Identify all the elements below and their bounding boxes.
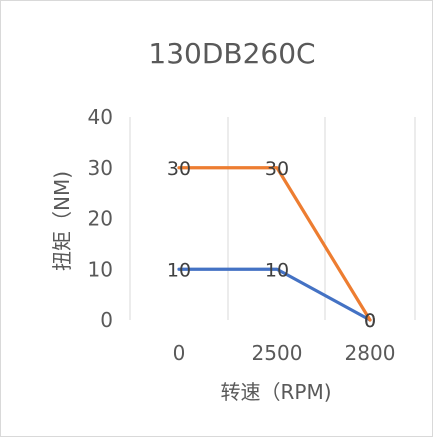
y-tick-label-0: 0 (100, 308, 113, 332)
data-label-s1-2: 0 (364, 310, 376, 332)
data-label-s0-0: 10 (167, 259, 191, 281)
y-tick-label-1: 10 (88, 257, 113, 281)
y-tick-label-2: 20 (88, 207, 113, 231)
series-line-0 (177, 267, 372, 322)
gridlines (129, 117, 416, 320)
x-tick-label-2: 2800 (345, 341, 396, 365)
series-line-1 (177, 166, 372, 322)
y-tick-label-3: 30 (88, 156, 113, 180)
x-axis-label: 转速（RPM) (220, 380, 331, 404)
x-tick-label-0: 0 (173, 341, 186, 365)
data-label-s0-2: 0 (364, 310, 376, 332)
y-axis-label: 扭矩（NM) (50, 171, 74, 271)
series-lines (177, 166, 372, 322)
x-tick-label-1: 2500 (252, 341, 303, 365)
data-label-s1-0: 30 (167, 158, 191, 180)
x-axis-ticks: 0 2500 2800 (173, 341, 396, 365)
y-axis-ticks: 0 10 20 30 40 (88, 105, 113, 332)
chart-title: 130DB260C (148, 37, 315, 70)
y-tick-label-4: 40 (88, 105, 113, 129)
data-label-s1-1: 30 (265, 158, 289, 180)
data-label-s0-1: 10 (265, 259, 289, 281)
